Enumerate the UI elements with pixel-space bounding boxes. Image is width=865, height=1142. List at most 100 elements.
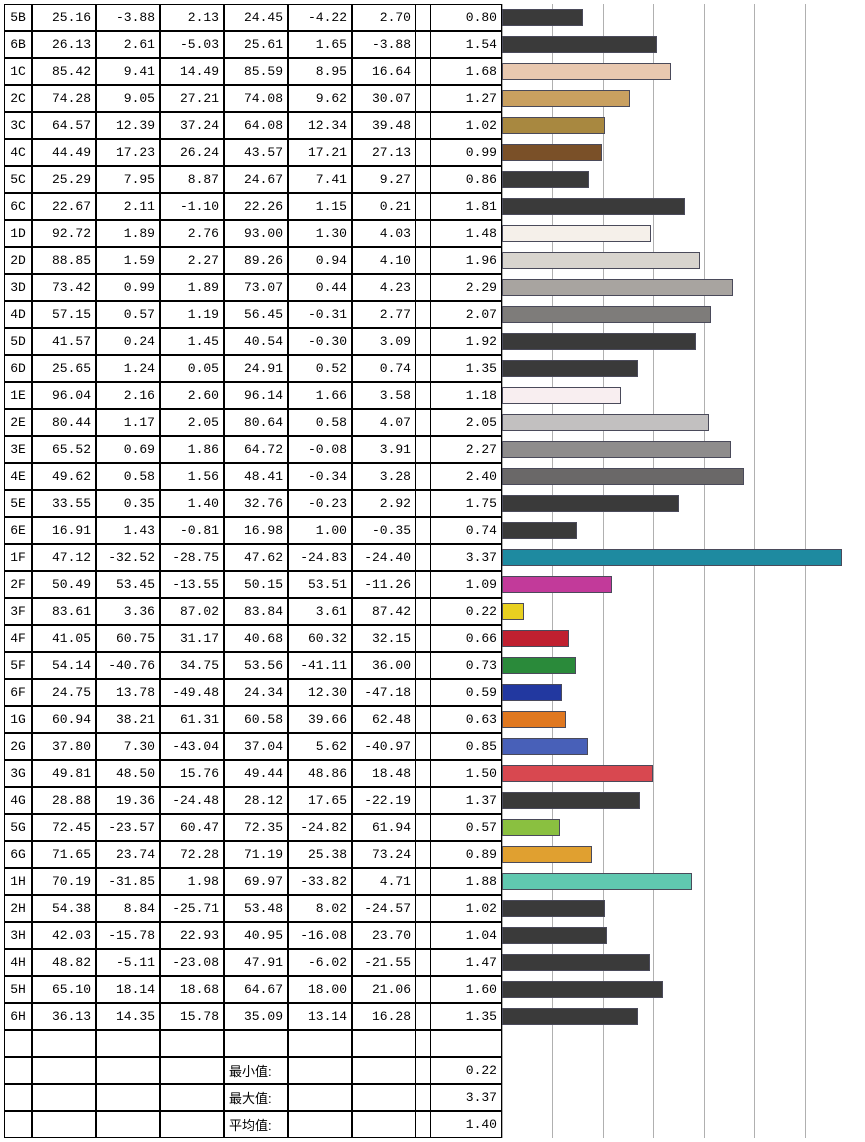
col-a2: 9.05 [96,85,160,112]
col-b3: -24.57 [352,895,416,922]
bar-value: 0.85 [430,733,502,760]
col-a3: -0.81 [160,517,224,544]
col-a1: 72.45 [32,814,96,841]
col-b2: -16.08 [288,922,352,949]
data-bar [502,657,576,674]
col-b2: 1.30 [288,220,352,247]
col-a3: 1.86 [160,436,224,463]
col-a3: 15.76 [160,760,224,787]
col-b2: -0.30 [288,328,352,355]
col-b2: 7.41 [288,166,352,193]
col-a3: 72.28 [160,841,224,868]
data-bar [502,603,524,620]
col-b2: 1.00 [288,517,352,544]
col-a1: 41.05 [32,625,96,652]
bar-value: 1.54 [430,31,502,58]
table-row: 4H48.82-5.11-23.0847.91-6.02-21.551.47 [4,949,861,976]
col-a2: -3.88 [96,4,160,31]
col-b2: -0.08 [288,436,352,463]
col-b1: 28.12 [224,787,288,814]
bar-cell [502,436,857,463]
col-a3: 1.56 [160,463,224,490]
col-a1: 71.65 [32,841,96,868]
summary-label: 最大值: [224,1084,288,1111]
bar-cell [502,220,857,247]
bar-value: 2.27 [430,436,502,463]
gap [416,625,430,652]
col-a2: 19.36 [96,787,160,814]
bar-cell [502,31,857,58]
bar-value: 0.59 [430,679,502,706]
col-a2: 7.30 [96,733,160,760]
col-b1: 16.98 [224,517,288,544]
col-b3: 0.21 [352,193,416,220]
col-a2: 48.50 [96,760,160,787]
col-a2: 1.59 [96,247,160,274]
data-bar [502,954,650,971]
data-bar [502,90,630,107]
col-a2: 60.75 [96,625,160,652]
bar-value: 0.22 [430,598,502,625]
row-id: 1E [4,382,32,409]
bar-value: 0.73 [430,652,502,679]
col-a3: 18.68 [160,976,224,1003]
table-row: 4E49.620.581.5648.41-0.343.282.40 [4,463,861,490]
col-b3: 0.74 [352,355,416,382]
bar-cell [502,85,857,112]
table-row: 6C22.672.11-1.1022.261.150.211.81 [4,193,861,220]
bar-value: 0.99 [430,139,502,166]
data-bar [502,873,692,890]
bar-value: 0.57 [430,814,502,841]
col-a3: 27.21 [160,85,224,112]
gap [416,949,430,976]
table-row: 2G37.807.30-43.0437.045.62-40.970.85 [4,733,861,760]
col-a1: 96.04 [32,382,96,409]
bar-cell [502,517,857,544]
table-row: 3E65.520.691.8664.72-0.083.912.27 [4,436,861,463]
data-bar [502,252,700,269]
bar-cell [502,247,857,274]
col-b1: 40.95 [224,922,288,949]
data-bar [502,198,685,215]
col-a1: 49.81 [32,760,96,787]
col-b3: 16.64 [352,58,416,85]
col-a3: 22.93 [160,922,224,949]
row-id: 6G [4,841,32,868]
row-id: 1G [4,706,32,733]
gap [416,301,430,328]
table-row: 2F50.4953.45-13.5550.1553.51-11.261.09 [4,571,861,598]
col-a2: 12.39 [96,112,160,139]
bar-value: 0.63 [430,706,502,733]
bar-cell [502,922,857,949]
table-row: 4D57.150.571.1956.45-0.312.772.07 [4,301,861,328]
col-b2: 8.02 [288,895,352,922]
row-id: 3D [4,274,32,301]
table-row: 2H54.388.84-25.7153.488.02-24.571.02 [4,895,861,922]
col-b3: 61.94 [352,814,416,841]
gap [416,355,430,382]
col-b1: 60.58 [224,706,288,733]
bar-value: 1.96 [430,247,502,274]
bar-value: 1.27 [430,85,502,112]
col-b1: 47.62 [224,544,288,571]
data-bar [502,468,744,485]
col-b2: 12.30 [288,679,352,706]
col-b2: -4.22 [288,4,352,31]
col-a1: 80.44 [32,409,96,436]
col-a2: 8.84 [96,895,160,922]
col-a1: 64.57 [32,112,96,139]
data-bar [502,360,638,377]
row-id: 4F [4,625,32,652]
table-row: 6H36.1314.3515.7835.0913.1416.281.35 [4,1003,861,1030]
data-bar [502,387,621,404]
col-a2: 1.17 [96,409,160,436]
row-id: 3F [4,598,32,625]
col-a3: 2.13 [160,4,224,31]
row-id: 1C [4,58,32,85]
gap [416,274,430,301]
col-b3: 21.06 [352,976,416,1003]
gap [416,841,430,868]
col-a2: 9.41 [96,58,160,85]
col-b1: 53.56 [224,652,288,679]
col-b3: -40.97 [352,733,416,760]
